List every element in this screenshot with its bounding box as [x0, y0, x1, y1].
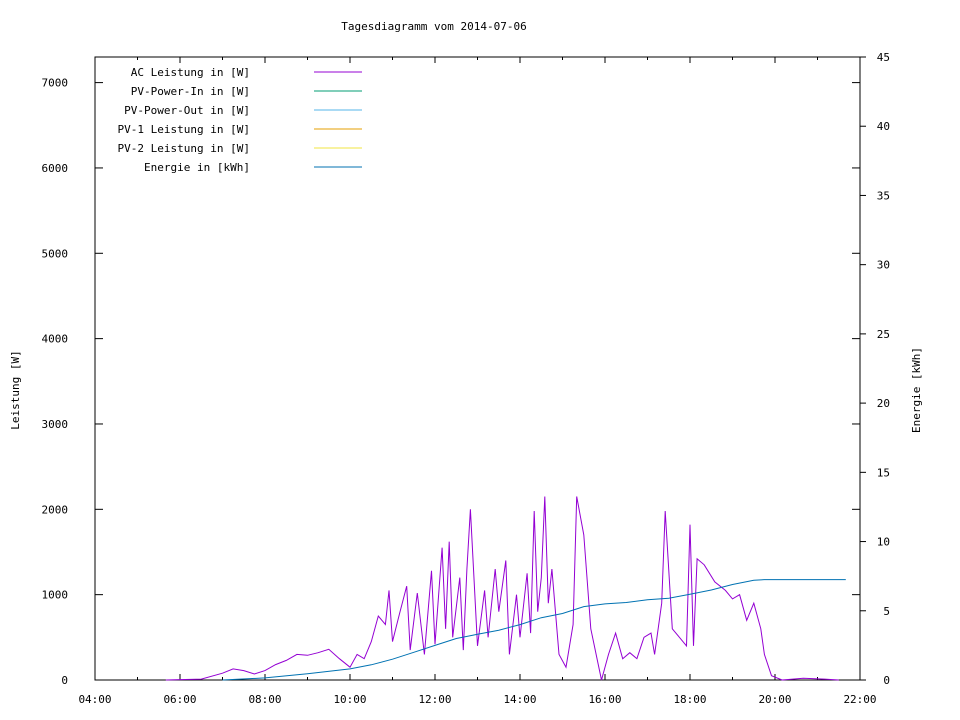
x-tick-label: 08:00 — [248, 693, 281, 706]
y-tick-label: 7000 — [42, 77, 69, 90]
x-tick-label: 16:00 — [588, 693, 621, 706]
right-axis-ticks: 0 5 10 15 20 25 30 35 40 45 — [860, 51, 890, 687]
y2-tick-label: 30 — [877, 259, 890, 272]
legend-label: PV-Power-In in [W] — [131, 85, 250, 98]
x-tick-label: 22:00 — [843, 693, 876, 706]
legend-label: PV-1 Leistung in [W] — [118, 123, 250, 136]
y2-tick-label: 35 — [877, 189, 890, 202]
chart-title: Tagesdiagramm vom 2014-07-06 — [341, 20, 526, 33]
y2-tick-label: 20 — [877, 397, 890, 410]
y-tick-label: 5000 — [42, 247, 69, 260]
x-tick-label: 14:00 — [503, 693, 536, 706]
series-layer — [165, 496, 846, 681]
y-axis-label: Leistung [W] — [9, 350, 22, 429]
x-tick-label: 06:00 — [163, 693, 196, 706]
series-line-0 — [165, 496, 839, 681]
left-axis-ticks: 0 1000 2000 3000 4000 5000 6000 7000 — [42, 77, 860, 687]
y2-tick-label: 45 — [877, 51, 890, 64]
legend-label: PV-Power-Out in [W] — [124, 104, 250, 117]
y-tick-label: 6000 — [42, 162, 69, 175]
legend-label: AC Leistung in [W] — [131, 66, 250, 79]
legend-label: Energie in [kWh] — [144, 161, 250, 174]
y2-tick-label: 40 — [877, 120, 890, 133]
y-tick-label: 4000 — [42, 333, 69, 346]
x-axis-ticks: 04:00 06:00 08:00 10:00 12:00 14:00 16:00 18:00… — [78, 57, 877, 706]
y2-tick-label: 25 — [877, 328, 890, 341]
x-tick-label: 04:00 — [78, 693, 111, 706]
series-line-1 — [222, 579, 846, 681]
y-tick-label: 2000 — [42, 503, 69, 516]
y-tick-label: 1000 — [42, 589, 69, 602]
y2-tick-label: 10 — [877, 536, 890, 549]
x-tick-label: 20:00 — [758, 693, 791, 706]
y2-tick-label: 0 — [883, 674, 890, 687]
x-tick-label: 12:00 — [418, 693, 451, 706]
x-tick-label: 18:00 — [673, 693, 706, 706]
y-tick-label: 0 — [61, 674, 68, 687]
y2-tick-label: 5 — [883, 605, 890, 618]
y2-axis-label: Energie [kWh] — [910, 347, 923, 433]
y-tick-label: 3000 — [42, 418, 69, 431]
legend-label: PV-2 Leistung in [W] — [118, 142, 250, 155]
x-tick-label: 10:00 — [333, 693, 366, 706]
y2-tick-label: 15 — [877, 466, 890, 479]
legend: AC Leistung in [W] PV-Power-In in [W] PV-P… — [118, 66, 362, 174]
